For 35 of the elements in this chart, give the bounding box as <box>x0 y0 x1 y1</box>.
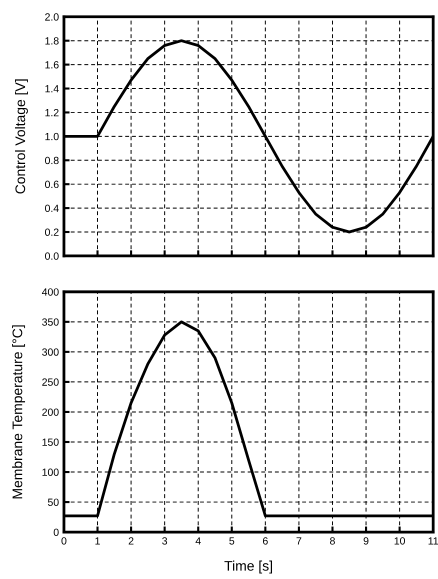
y-tick-label: 200 <box>42 408 59 416</box>
x-tick-label: 8 <box>330 537 335 545</box>
y-tick-label: 400 <box>42 288 59 296</box>
x-tick-label: 0 <box>61 537 66 545</box>
x-axis-title: Time [s] <box>224 560 272 574</box>
y-axis-title: Membrane Temperature [°C] <box>12 325 26 498</box>
y-tick-label: 0.4 <box>45 204 59 212</box>
y-tick-label: 2.0 <box>45 13 59 21</box>
y-tick-label: 350 <box>42 318 59 326</box>
y-tick-label: 50 <box>48 498 59 506</box>
x-tick-label: 5 <box>229 537 234 545</box>
y-axis-title: Control Voltage [V] <box>14 79 28 194</box>
y-tick-label: 1.4 <box>45 85 59 92</box>
x-tick-label: 2 <box>128 537 134 545</box>
y-tick-label: 250 <box>42 378 59 386</box>
x-tick-label: 10 <box>394 537 405 545</box>
y-tick-label: 1.0 <box>45 132 59 140</box>
y-tick-label: 0 <box>54 528 59 536</box>
y-tick-label: 0.6 <box>45 180 59 188</box>
y-tick-label: 1.6 <box>45 61 59 68</box>
y-tick-label: 300 <box>42 348 59 356</box>
x-tick-label: 3 <box>162 537 168 545</box>
y-tick-label: 100 <box>42 468 59 476</box>
x-tick-label: 7 <box>296 537 302 545</box>
x-tick-label: 11 <box>428 537 438 545</box>
y-tick-label: 0.0 <box>45 252 59 260</box>
y-tick-label: 150 <box>42 438 59 446</box>
x-tick-label: 6 <box>262 537 268 545</box>
y-tick-label: 1.8 <box>45 37 59 45</box>
y-tick-label: 1.2 <box>45 108 59 116</box>
y-tick-label: 0.8 <box>45 156 59 164</box>
x-tick-label: 1 <box>95 537 100 545</box>
x-tick-label: 4 <box>196 537 201 545</box>
y-tick-label: 0.2 <box>45 228 59 236</box>
x-tick-label: 9 <box>364 537 368 545</box>
